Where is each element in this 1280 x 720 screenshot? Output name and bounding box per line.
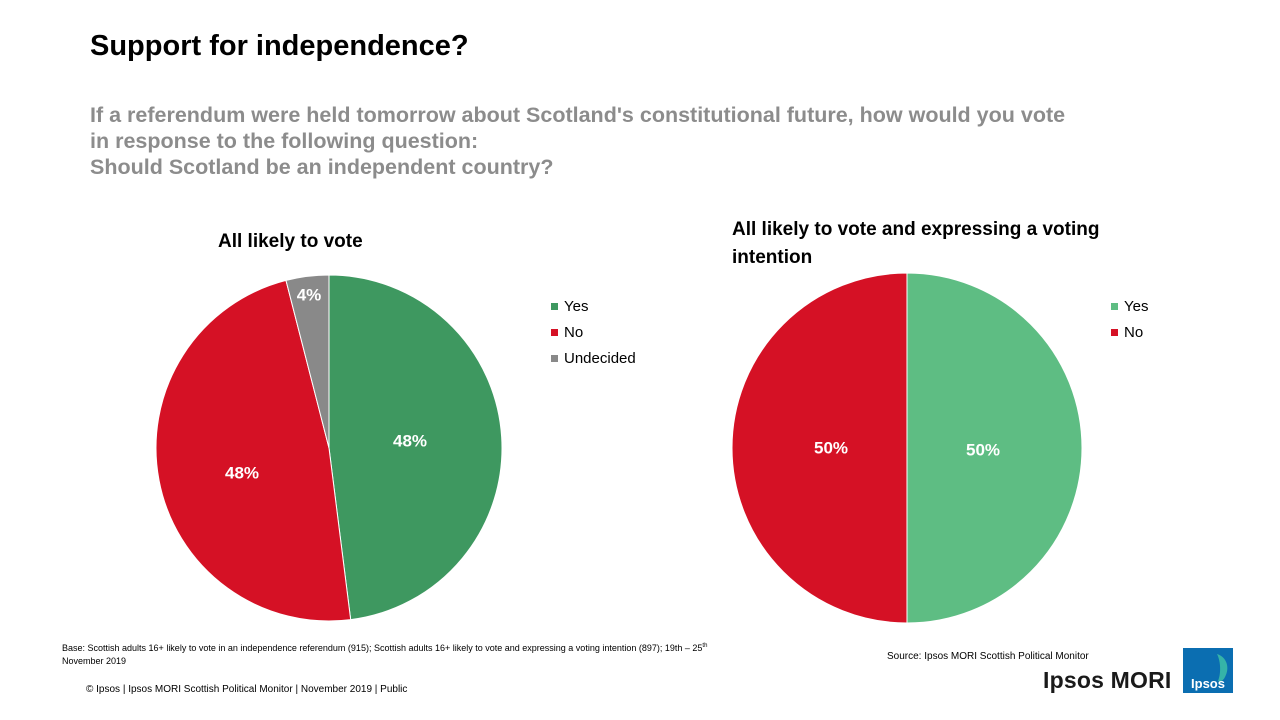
question-line-1: If a referendum were held tomorrow about…	[90, 103, 1066, 127]
ipsos-mori-wordmark: Ipsos MORI	[1043, 667, 1172, 693]
ipsos-logo-accent	[1217, 654, 1228, 682]
base-note-text: Base: Scottish adults 16+ likely to vote…	[62, 643, 703, 653]
legend-label: Undecided	[564, 350, 636, 367]
chart-1-label-yes: 48%	[393, 431, 427, 450]
chart-1-label-no: 48%	[225, 463, 259, 482]
chart-1-label-undecided: 4%	[297, 285, 322, 304]
chart-2-legend-item-no: No	[1111, 324, 1143, 341]
base-note-date: November 2019	[62, 656, 127, 666]
base-note-superscript: th	[702, 643, 708, 649]
chart-1-title: All likely to vote	[218, 231, 363, 252]
legend-label: No	[1124, 324, 1144, 341]
chart-2-slice-yes	[906, 272, 1083, 624]
chart-2-legend-item-yes: Yes	[1111, 298, 1148, 315]
ipsos-logo: Ipsos	[1183, 648, 1233, 693]
source-note: Source: Ipsos MORI Scottish Political Mo…	[887, 651, 1089, 662]
chart-2-label-no: 50%	[814, 438, 848, 457]
legend-label: Yes	[1124, 298, 1149, 315]
question-text: If a referendum were held tomorrow about…	[90, 102, 1210, 180]
legend-swatch	[551, 354, 558, 362]
ipsos-logo-text: Ipsos	[1191, 676, 1225, 691]
chart-1-legend-item-undecided: Undecided	[551, 350, 636, 367]
chart-1-legend-item-yes: Yes	[551, 298, 588, 315]
chart-2-title: All likely to vote and expressing a voti…	[732, 219, 1100, 268]
legend-swatch	[551, 328, 558, 336]
legend-label: No	[564, 324, 584, 341]
question-line-3: Should Scotland be an independent countr…	[90, 155, 554, 179]
legend-label: Yes	[564, 298, 589, 315]
chart-1-slice-undecided	[285, 274, 330, 449]
legend-swatch	[551, 302, 558, 310]
legend-swatch	[1111, 328, 1118, 336]
page-title: Support for independence?	[90, 30, 469, 62]
base-note: Base: Scottish adults 16+ likely to vote…	[62, 640, 782, 668]
legend-swatch	[1111, 302, 1118, 310]
chart-2-slice-no	[731, 272, 908, 624]
chart-1-slice-yes	[328, 274, 503, 621]
question-line-2: in response to the following question:	[90, 129, 479, 153]
chart-1-legend-item-no: No	[551, 324, 583, 341]
chart-2-label-yes: 50%	[966, 440, 1000, 459]
footer-text: © Ipsos | Ipsos MORI Scottish Political …	[86, 684, 408, 695]
chart-1-slice-no	[155, 279, 352, 622]
